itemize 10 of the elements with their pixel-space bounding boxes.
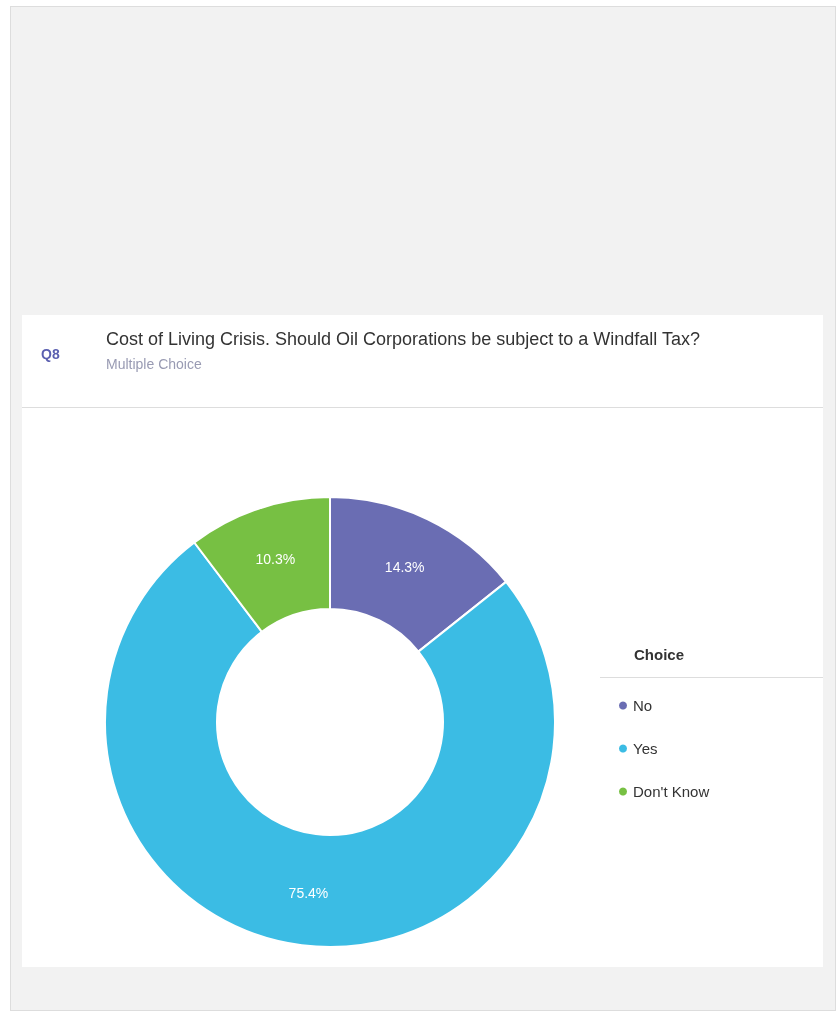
data-label: 75.4% xyxy=(288,884,329,901)
text: Q8 xyxy=(41,346,60,362)
legend-title: Choice xyxy=(634,646,685,663)
chart-subtitle: Multiple Choice xyxy=(106,356,202,372)
legend-label: No xyxy=(633,697,653,714)
legend-label: Don't Know xyxy=(633,783,710,800)
legend-label: Yes xyxy=(633,740,658,757)
chart-title: Cost of Living Crisis. Should Oil Corporations be subject to a Windfall Tax? xyxy=(106,329,700,350)
data-label: 10.3% xyxy=(255,550,296,567)
data-label: 14.3% xyxy=(384,559,425,576)
